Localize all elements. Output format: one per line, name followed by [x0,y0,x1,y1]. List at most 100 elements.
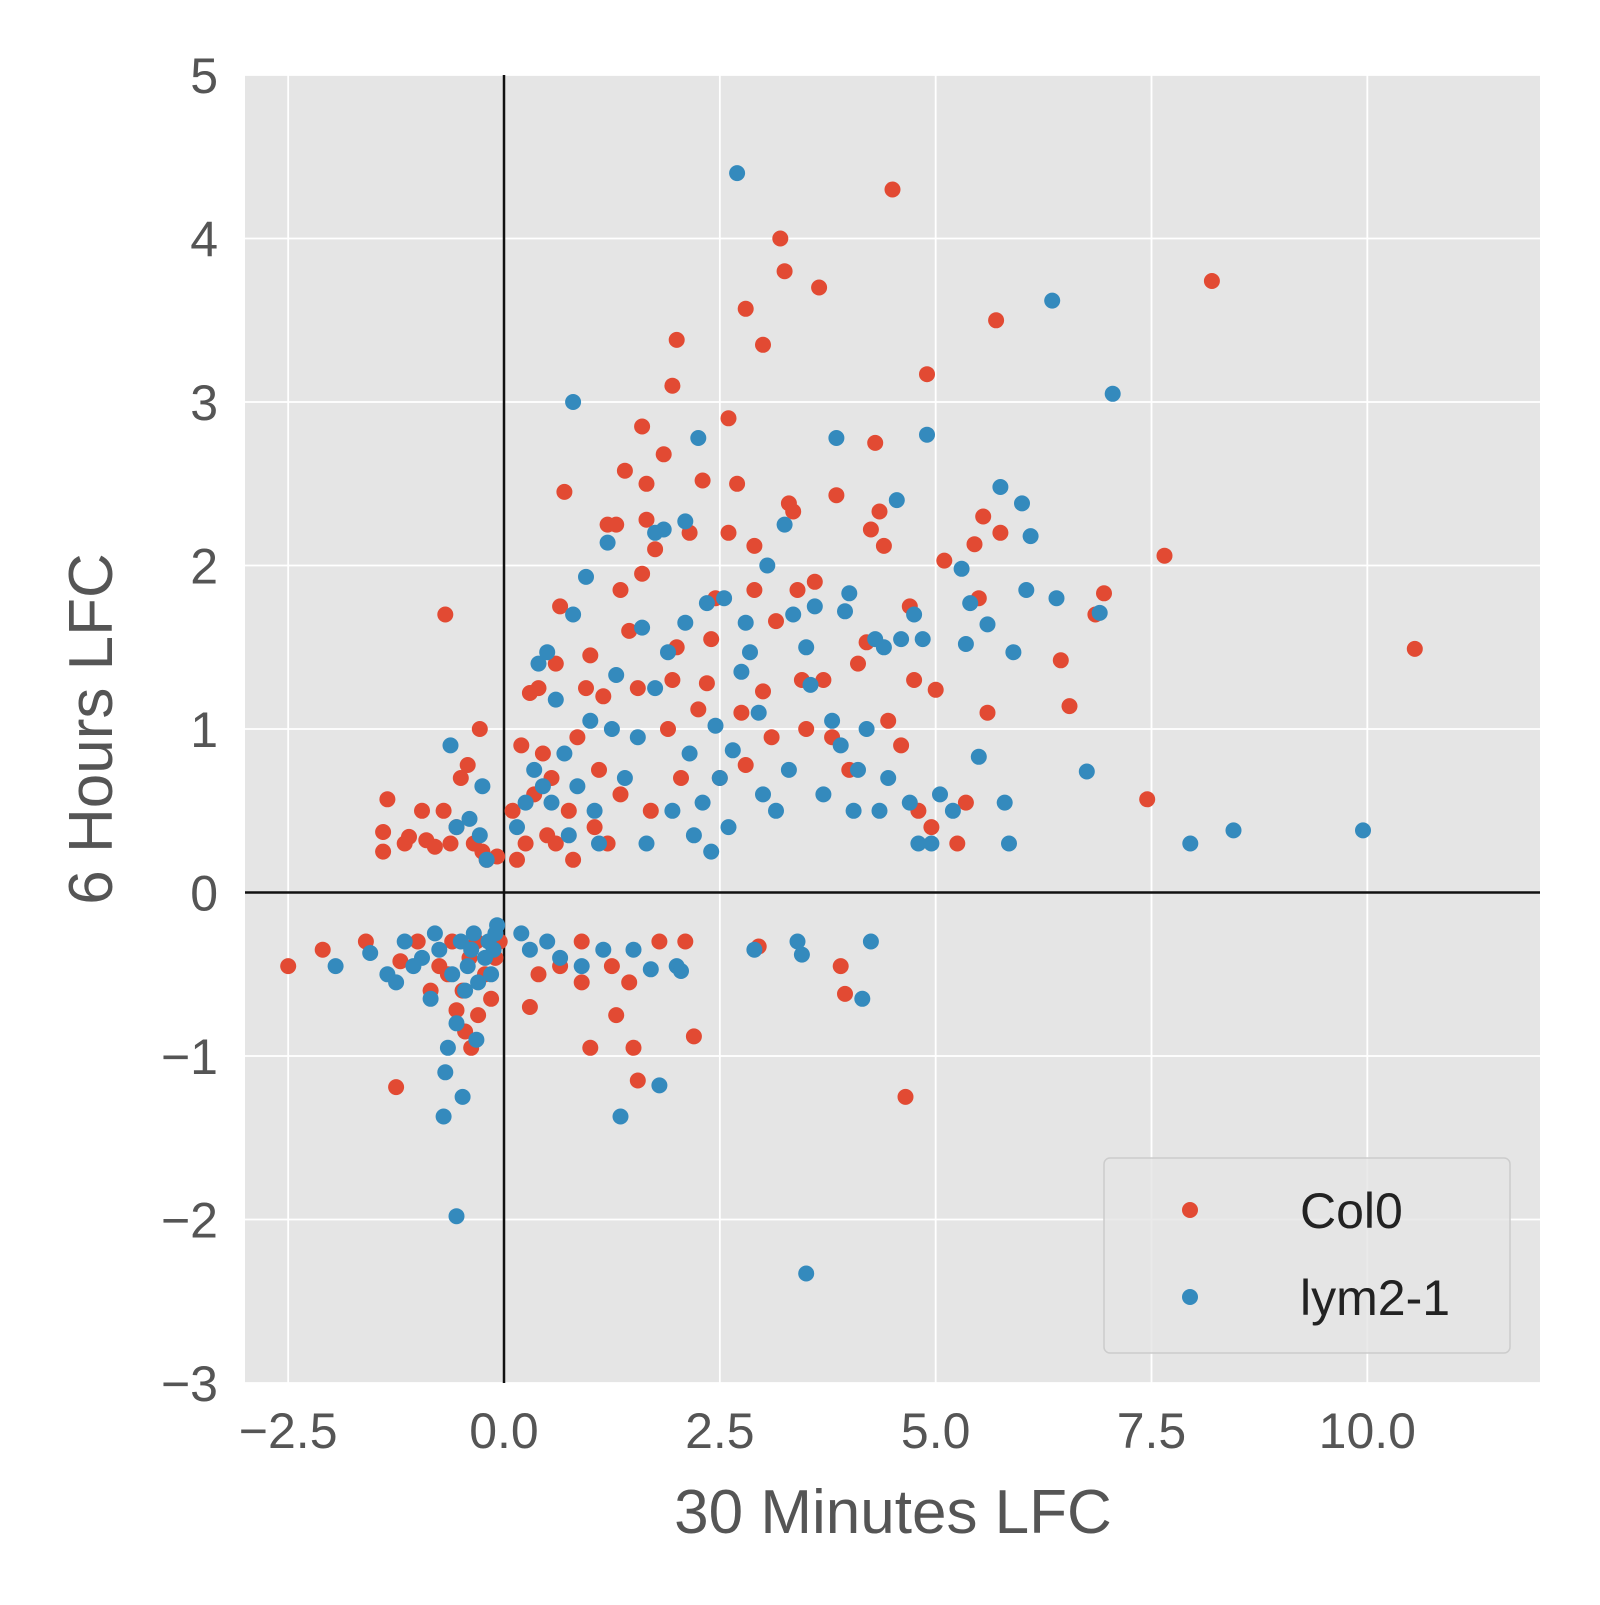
y-tick-label: 3 [190,375,218,431]
data-point [599,534,616,551]
data-point [1048,590,1065,607]
y-tick-label: 5 [190,48,218,104]
data-point [651,933,668,950]
data-point [962,595,979,612]
data-point [526,761,543,778]
data-point [759,557,776,574]
data-point [677,933,694,950]
data-point [798,721,815,737]
data-point [534,778,551,795]
data-point [556,745,573,762]
data-point [1355,822,1371,839]
data-point [647,680,664,697]
data-point [1061,698,1078,715]
data-point [850,655,866,672]
data-point [521,941,538,958]
data-point [388,974,405,991]
data-point [854,990,871,1007]
data-point [776,263,793,280]
data-point [504,802,521,819]
data-point [772,230,789,247]
data-point [957,794,974,811]
data-point [729,475,746,492]
data-point [513,737,530,754]
data-point [454,1088,471,1105]
legend-label-lym2-1: lym2-1 [1300,1270,1450,1326]
data-point [426,838,443,855]
data-point [647,541,664,558]
data-point [910,835,927,852]
data-point [362,945,379,961]
data-point [612,786,629,803]
data-point [556,483,573,500]
data-point [1052,652,1069,669]
data-point [465,925,482,942]
data-point [703,843,720,860]
data-point [608,667,625,683]
data-point [1014,495,1030,512]
data-point [798,1265,815,1282]
data-point [638,511,655,528]
data-point [517,835,534,852]
data-point [375,843,392,860]
data-point [655,521,672,538]
data-point [459,757,476,773]
data-point [629,729,646,746]
data-point [707,717,724,734]
data-point [871,802,888,819]
data-point [612,1108,629,1125]
data-point [442,835,459,852]
data-point [832,737,849,754]
data-point [616,770,633,786]
data-point [471,721,488,737]
data-point [437,1064,454,1081]
data-point [642,802,659,819]
data-point [478,851,495,868]
data-point [888,492,905,509]
y-tick-label: −1 [161,1029,218,1085]
data-point [664,672,681,688]
data-point [923,835,940,852]
data-point [595,688,612,705]
legend-marker-lym2-1 [1182,1289,1198,1305]
legend-marker-col0 [1182,1202,1198,1218]
data-point [746,537,763,554]
data-point [703,631,720,648]
data-point [880,712,897,729]
y-tick-label: −3 [161,1356,218,1412]
data-point [875,537,892,554]
series-col0 [280,181,1423,1105]
data-point [901,794,918,811]
data-point [1022,528,1039,545]
data-point [314,941,331,958]
data-point [660,721,676,737]
data-point [448,819,465,836]
data-point [452,770,469,786]
data-point [789,582,806,598]
data-point [483,990,500,1007]
data-point [664,802,681,819]
data-point [565,606,582,623]
data-point [471,827,488,844]
data-point [685,827,702,844]
data-point [638,475,655,492]
data-point [651,1077,668,1094]
data-point [634,418,651,435]
data-point [517,794,534,811]
data-point [957,636,974,652]
data-point [906,606,923,623]
data-point [1096,585,1112,602]
data-point [573,958,590,975]
data-point [828,487,845,504]
data-point [755,683,771,700]
y-tick-label: 1 [190,702,218,758]
data-point [755,786,771,803]
data-point [811,279,828,296]
data-point [616,462,633,479]
data-point [530,966,547,983]
data-point [944,802,961,819]
data-point [893,631,910,648]
data-point [806,598,823,615]
data-point [539,933,556,950]
data-point [552,598,569,615]
